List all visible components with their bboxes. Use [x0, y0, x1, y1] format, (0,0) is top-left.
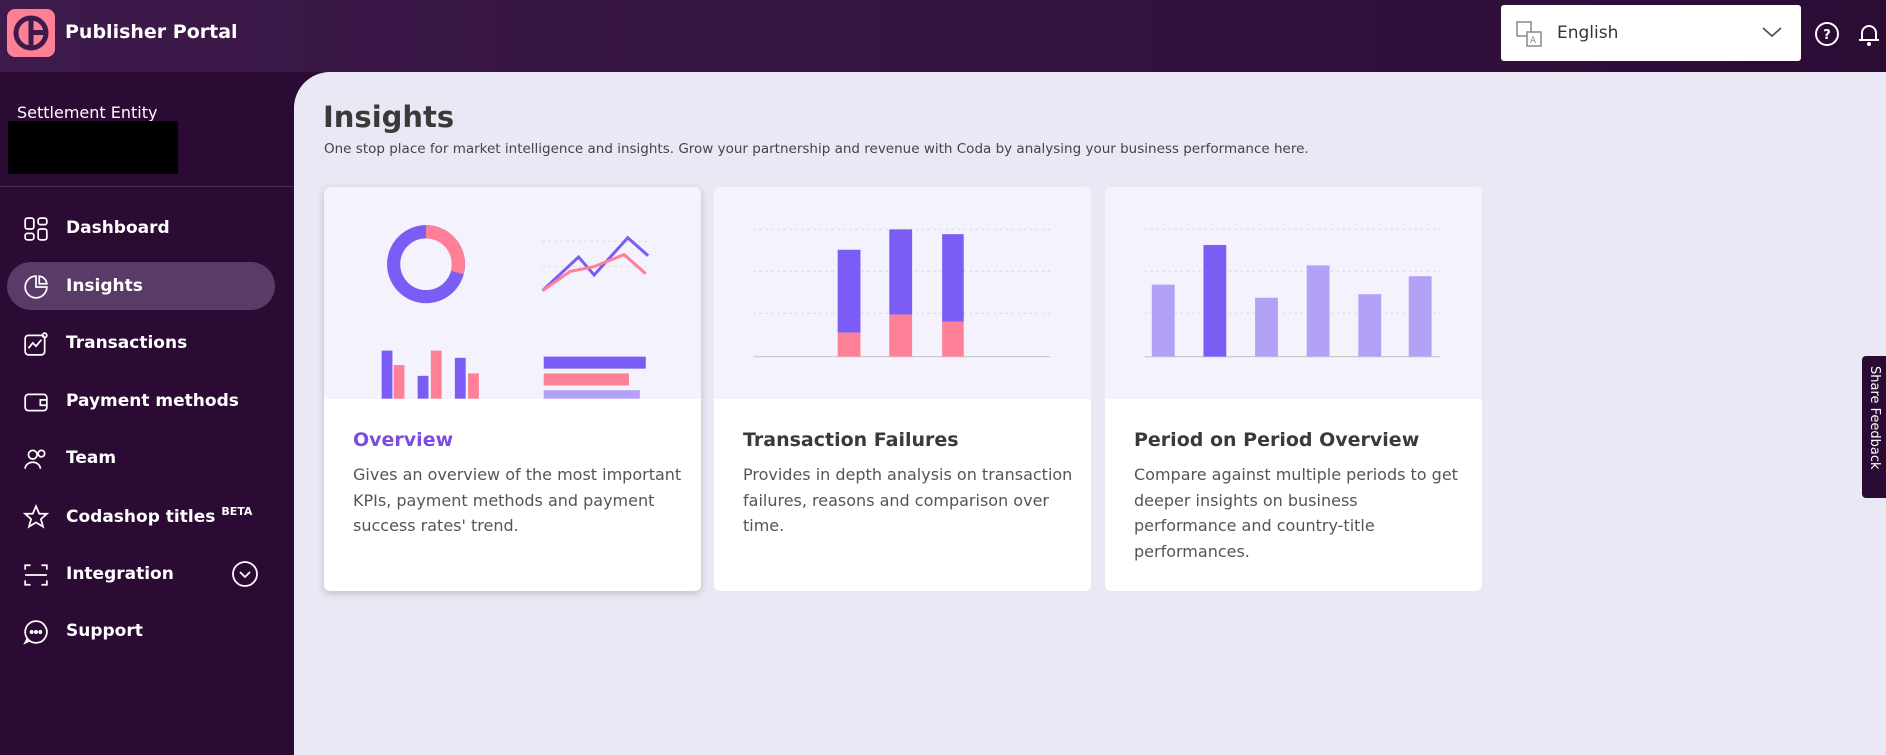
card-description: Compare against multiple periods to get …	[1134, 465, 1458, 561]
card-title: Transaction Failures	[743, 429, 959, 451]
beta-badge: BETA	[221, 505, 253, 519]
illustration	[1105, 187, 1482, 399]
svg-text:?: ?	[1823, 28, 1831, 43]
card-title: Period on Period Overview	[1134, 429, 1420, 451]
nav-icon	[24, 393, 48, 412]
nav-label: Codashop titles	[66, 506, 216, 527]
nav-label: Insights	[66, 276, 143, 296]
nav-item[interactable]: Insights	[7, 262, 275, 310]
nav-icon	[24, 275, 48, 299]
nav-icon	[24, 449, 46, 469]
nav-item[interactable]: Dashboard	[7, 204, 275, 252]
nav-label: Payment methods	[66, 391, 239, 411]
nav-icon	[24, 332, 48, 356]
card-description: Provides in depth analysis on transactio…	[743, 465, 1073, 535]
nav-label: Team	[66, 448, 117, 468]
nav-icon	[23, 504, 49, 529]
transaction-failures-card[interactable]: Transaction Failures Provides in depth a…	[714, 187, 1091, 591]
illustration	[714, 187, 1091, 399]
chevron	[1762, 27, 1782, 38]
language-label: English	[1557, 23, 1619, 43]
nav-label: Dashboard	[66, 218, 170, 238]
nav-icon	[24, 564, 48, 586]
entity-label: Settlement Entity	[17, 103, 158, 122]
nav-label: Support	[66, 621, 143, 641]
nav-item[interactable]: Integration	[7, 550, 275, 598]
nav-item[interactable]: Team	[7, 434, 275, 482]
divider	[0, 186, 294, 187]
nav-label: Integration	[66, 564, 174, 584]
top-bar: Publisher Portal A English ?	[0, 0, 1886, 72]
card-description: Gives an overview of the most important …	[353, 465, 682, 535]
nav-label: Transactions	[66, 333, 188, 353]
page-title: Insights	[323, 100, 455, 134]
notification-icon[interactable]	[1855, 20, 1883, 48]
illustration	[324, 187, 701, 399]
redacted-entity	[8, 121, 178, 174]
expand-icon[interactable]	[231, 560, 259, 588]
language-select[interactable]: A English	[1501, 5, 1801, 61]
nav-item[interactable]: Transactions	[7, 319, 275, 367]
nav-icon	[23, 620, 48, 645]
card-title: Overview	[353, 429, 454, 451]
nav-item[interactable]: Support	[7, 607, 275, 655]
feedback-tab[interactable]: Share Feedback	[1862, 356, 1886, 498]
period-overview-card[interactable]: Period on Period Overview Compare agains…	[1105, 187, 1482, 591]
page-subtitle: One stop place for market intelligence a…	[324, 141, 1309, 157]
feedback-label: Share Feedback	[1867, 366, 1882, 470]
logo	[7, 9, 55, 57]
app-title: Publisher Portal	[65, 21, 238, 43]
overview-card[interactable]: Overview Gives an overview of the most i…	[324, 187, 701, 591]
nav-icon	[24, 217, 48, 241]
help-icon[interactable]: ?	[1813, 20, 1841, 48]
svg-text:A: A	[1530, 36, 1537, 46]
translate-icon: A	[1516, 21, 1542, 47]
nav-item[interactable]: Codashop titles BETA	[7, 492, 275, 540]
nav-label-group: Codashop titles BETA	[66, 505, 252, 527]
nav-item[interactable]: Payment methods	[7, 377, 275, 425]
